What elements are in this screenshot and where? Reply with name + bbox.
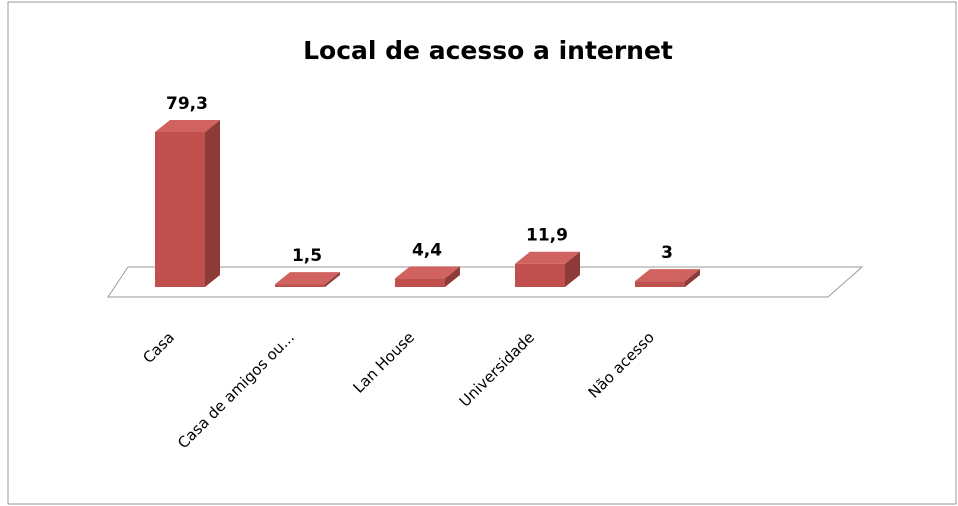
bar (395, 278, 445, 287)
bar-side (685, 269, 700, 287)
bar (275, 284, 325, 287)
bar-side (205, 120, 220, 287)
bar-side (325, 272, 340, 287)
bar (515, 263, 565, 287)
bar-top (155, 120, 220, 132)
value-label: 79,3 (166, 94, 208, 114)
bar-top (635, 269, 700, 282)
value-label: 4,4 (412, 240, 442, 260)
value-label: 3 (661, 243, 673, 263)
bar-side (565, 251, 580, 287)
bar-top (395, 266, 460, 279)
value-label: 11,9 (526, 226, 568, 246)
bar-top (515, 251, 580, 264)
bar (155, 132, 205, 287)
value-label: 1,5 (292, 246, 322, 266)
chart-frame (7, 1, 957, 505)
bar (635, 281, 685, 287)
chart-title: Local de acesso a internet (303, 36, 673, 65)
floor (107, 266, 864, 298)
bar-side (445, 266, 460, 287)
bar-top (275, 272, 340, 285)
